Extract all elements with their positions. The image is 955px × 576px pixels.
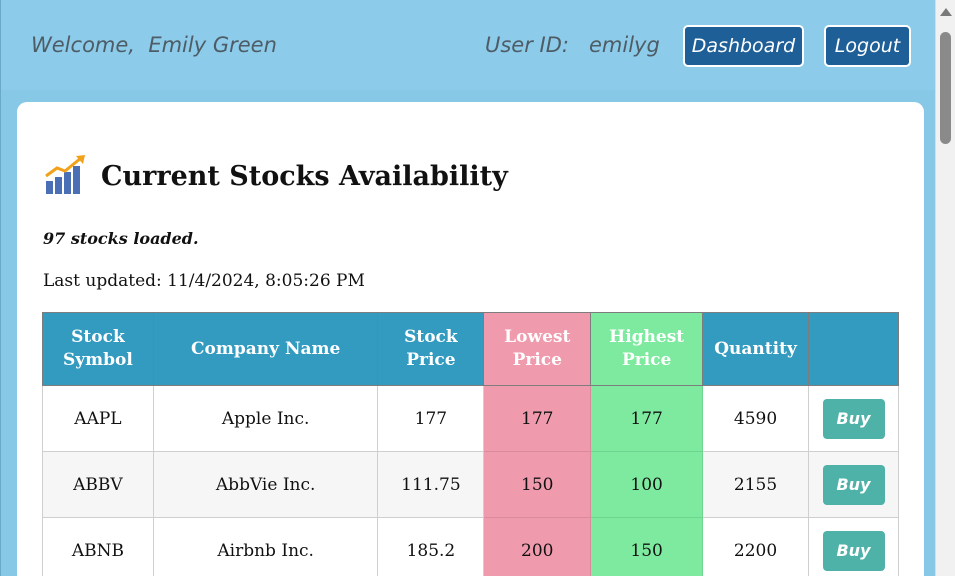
dashboard-button[interactable]: Dashboard — [683, 25, 804, 67]
table-row: AAPL Apple Inc. 177 177 177 4590 Buy — [42, 385, 899, 452]
header-quantity: Quantity — [702, 312, 810, 386]
chart-increasing-icon — [45, 155, 85, 194]
cell-price: 111.75 — [377, 451, 485, 518]
buy-button[interactable]: Buy — [822, 530, 885, 571]
table-header-row: Stock Symbol Company Name Stock Price Lo… — [42, 312, 899, 386]
cell-symbol: AAPL — [42, 385, 154, 452]
last-updated-text: Last updated: 11/4/2024, 8:05:26 PM — [43, 271, 365, 291]
cell-lowest: 177 — [483, 385, 592, 452]
header-stock-symbol: Stock Symbol — [42, 312, 154, 386]
header-action — [808, 312, 899, 386]
title-row: Current Stocks Availability — [43, 154, 508, 198]
cell-symbol: ABBV — [42, 451, 154, 518]
cell-company: Airbnb Inc. — [152, 517, 379, 576]
vertical-scrollbar[interactable] — [935, 0, 955, 576]
header-lowest-price: Lowest Price — [483, 312, 592, 386]
welcome-text: Welcome, Emily Green — [31, 33, 277, 57]
user-id-value: emilyg — [589, 33, 660, 57]
cell-price: 185.2 — [377, 517, 485, 576]
user-id-label: User ID: — [485, 33, 569, 57]
stocks-table: Stock Symbol Company Name Stock Price Lo… — [42, 312, 899, 576]
cell-company: Apple Inc. — [152, 385, 379, 452]
scroll-up-arrow-icon[interactable] — [940, 8, 952, 16]
scroll-thumb[interactable] — [940, 32, 951, 144]
buy-button[interactable]: Buy — [822, 398, 885, 439]
header-stock-price: Stock Price — [377, 312, 485, 386]
cell-lowest: 200 — [483, 517, 592, 576]
logout-button[interactable]: Logout — [824, 25, 911, 67]
cell-highest: 100 — [590, 451, 704, 518]
table-row: ABBV AbbVie Inc. 111.75 150 100 2155 Buy — [42, 451, 899, 518]
buy-button[interactable]: Buy — [822, 464, 885, 505]
cell-action: Buy — [808, 517, 899, 576]
stocks-card: Current Stocks Availability 97 stocks lo… — [17, 102, 924, 576]
header-company-name: Company Name — [152, 312, 379, 386]
cell-action: Buy — [808, 451, 899, 518]
page-title: Current Stocks Availability — [101, 160, 508, 192]
cell-highest: 150 — [590, 517, 704, 576]
table-row: ABNB Airbnb Inc. 185.2 200 150 2200 Buy — [42, 517, 899, 576]
cell-company: AbbVie Inc. — [152, 451, 379, 518]
cell-quantity: 2155 — [702, 451, 810, 518]
user-id-text: User ID: emilyg — [485, 33, 660, 57]
cell-price: 177 — [377, 385, 485, 452]
cell-action: Buy — [808, 385, 899, 452]
user-name: Emily Green — [148, 33, 277, 57]
header-highest-price: Highest Price — [590, 312, 704, 386]
cell-highest: 177 — [590, 385, 704, 452]
cell-symbol: ABNB — [42, 517, 154, 576]
cell-lowest: 150 — [483, 451, 592, 518]
cell-quantity: 4590 — [702, 385, 810, 452]
stocks-loaded-text: 97 stocks loaded. — [43, 229, 199, 248]
cell-quantity: 2200 — [702, 517, 810, 576]
top-bar: Welcome, Emily Green User ID: emilyg Das… — [1, 0, 936, 90]
welcome-prefix: Welcome, — [31, 33, 135, 57]
